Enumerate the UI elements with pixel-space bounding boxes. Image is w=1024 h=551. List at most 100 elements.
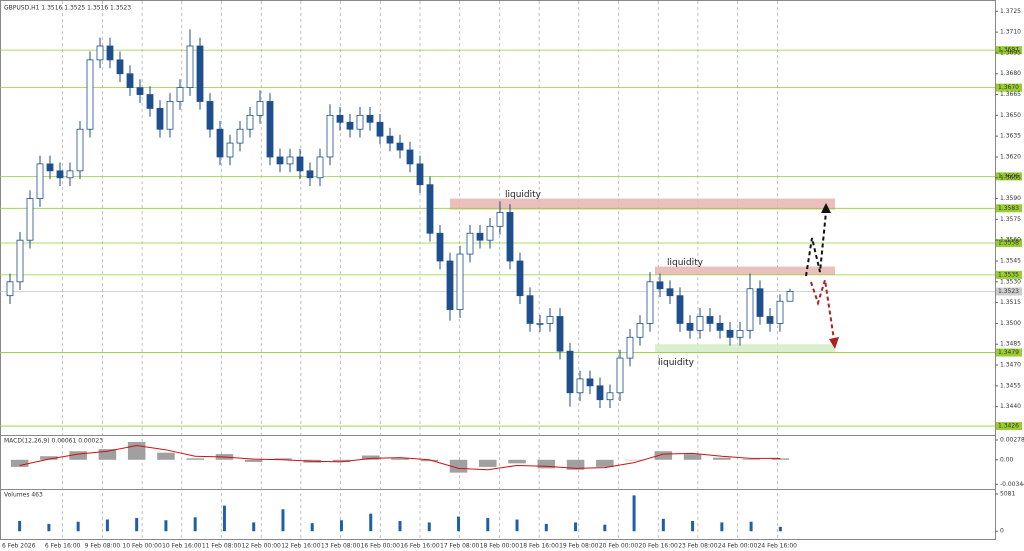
y-tick-label: 1.3605: [1000, 174, 1021, 181]
candle-body: [486, 225, 494, 241]
candle-body: [126, 73, 134, 89]
macd-bar: [449, 459, 468, 473]
macd-title: MACD(12,26,9) 0.00061 0.00023: [4, 438, 103, 445]
candle-body: [326, 114, 334, 158]
candle-body: [166, 101, 174, 130]
x-tick-label: 13 Feb 08:00: [321, 543, 361, 550]
candle-body: [246, 114, 254, 130]
last-price-tag: [996, 287, 1022, 296]
x-tick-label: 12 Feb 16:00: [281, 543, 321, 550]
macd-bar: [186, 458, 204, 460]
zone-label: liquidity: [505, 190, 542, 200]
candle-body: [266, 101, 274, 158]
candle-body: [226, 142, 234, 158]
y-tick-label: 1.3470: [1000, 362, 1021, 369]
level-label: 1.3479: [998, 349, 1019, 356]
candle-body: [46, 163, 54, 172]
frame: [0, 0, 996, 540]
y-tick-label: 1.3500: [1000, 320, 1021, 327]
candle-body: [546, 316, 554, 324]
forecast: [805, 203, 839, 349]
y-tick-label: 0.00278: [1000, 436, 1024, 443]
candle-body: [726, 329, 734, 338]
x-tick-label: 20 Feb 00:00: [599, 543, 639, 550]
candle-body: [346, 121, 354, 130]
candle-body: [616, 357, 624, 394]
y-tick-label: 1.3515: [1000, 299, 1021, 306]
volume-bar: [515, 519, 519, 532]
volume-bar: [18, 520, 22, 532]
candle-body: [276, 156, 284, 165]
y-tick-label: 1.3695: [1000, 49, 1021, 56]
y-tick-label: -0.00344: [1000, 481, 1024, 488]
candle-body: [586, 378, 594, 387]
macd-bar: [391, 458, 409, 460]
y-tick-label: 1.3590: [1000, 195, 1021, 202]
candle-body: [356, 114, 364, 130]
candle-body: [186, 45, 194, 89]
candle-body: [406, 149, 414, 165]
y-tick-label: 0: [1000, 528, 1004, 535]
x-tick-label: 10 Feb 00:00: [122, 543, 162, 550]
x-tick-label: 17 Feb 08:00: [440, 543, 480, 550]
x-tick-label: 18 Feb 00:00: [480, 543, 520, 550]
candle-body: [716, 323, 724, 331]
candle-body: [686, 323, 694, 331]
zone-label: liquidity: [658, 358, 695, 368]
candle-body: [566, 350, 574, 394]
volume-bar: [661, 518, 665, 532]
level-label: 1.3583: [998, 205, 1019, 212]
arrow-head: [829, 337, 839, 349]
candle-body: [666, 288, 674, 297]
candle-body: [596, 385, 604, 401]
candle-body: [676, 295, 684, 324]
macd-bar: [98, 449, 117, 460]
candle-body: [746, 288, 754, 331]
candle-body: [656, 281, 664, 290]
volume-bar: [135, 518, 139, 532]
level-tag: [996, 348, 1022, 357]
x-tick-label: 20 Feb 16:00: [639, 543, 679, 550]
macd-bar: [566, 459, 585, 470]
candle-body: [556, 316, 564, 352]
candle-body: [446, 260, 454, 310]
macd-bar: [10, 459, 29, 467]
x-tick-label: 18 Feb 16:00: [519, 543, 559, 550]
liquidity-zone: [655, 266, 835, 275]
macd-bar: [713, 457, 731, 460]
candle-body: [156, 108, 164, 130]
level-label: 1.3697: [998, 47, 1019, 54]
macd-bar: [127, 441, 146, 460]
volume-bar: [603, 524, 607, 532]
y-tick-label: 5081: [1000, 491, 1015, 498]
macd-bar: [40, 456, 58, 460]
candle-body: [576, 378, 584, 394]
macd-bar: [244, 459, 263, 462]
candle-body: [786, 291, 794, 302]
volume-bar: [222, 505, 226, 532]
y-tick-label: 1.3665: [1000, 91, 1021, 98]
candle-body: [636, 323, 644, 338]
macd-bar: [361, 455, 380, 460]
macd-bar: [69, 451, 87, 460]
candle-body: [606, 392, 614, 401]
candle-body: [386, 135, 394, 144]
candle-body: [86, 59, 94, 130]
level-label: 1.3535: [998, 271, 1019, 278]
volume-bar: [427, 522, 431, 532]
signal-line: [19, 445, 781, 471]
candle-body: [776, 300, 784, 324]
level-tag: [996, 238, 1022, 247]
candle-body: [366, 114, 374, 123]
macd-bar: [479, 459, 497, 467]
volume-bar: [252, 522, 256, 532]
y-tick-label: 1.3635: [1000, 133, 1021, 140]
y-tick-label: 1.3455: [1000, 382, 1021, 389]
candle-body: [106, 45, 114, 61]
macd-bar: [654, 451, 673, 460]
volume-bar: [164, 520, 168, 532]
x-tick-label: 12 Feb 00:00: [242, 543, 282, 550]
x-tick-label: 16 Feb 00:00: [361, 543, 401, 550]
candle-body: [476, 232, 484, 241]
